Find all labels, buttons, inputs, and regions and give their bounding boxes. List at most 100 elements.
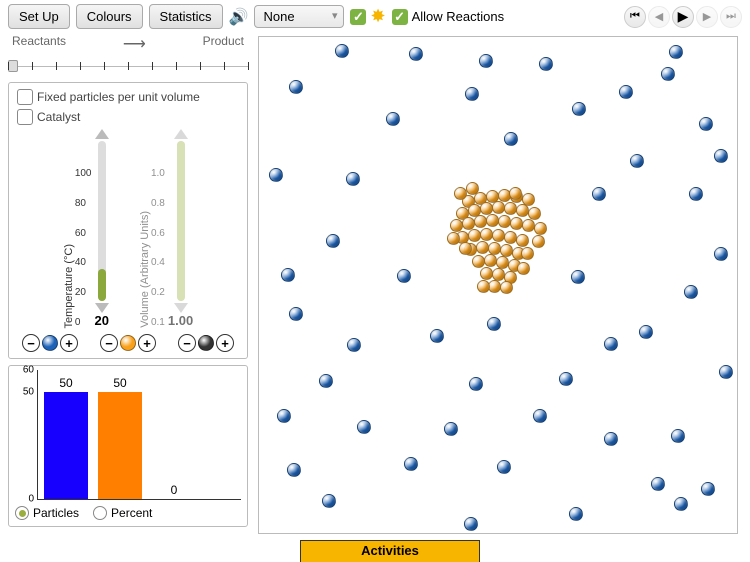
blue-particle — [714, 149, 728, 163]
blue-particle — [719, 365, 733, 379]
bar-1 — [98, 392, 142, 500]
volume-down[interactable] — [174, 303, 188, 313]
setup-button[interactable]: Set Up — [8, 4, 70, 29]
blue-particle — [346, 172, 360, 186]
orange-particle — [516, 204, 529, 217]
blue-particle — [669, 45, 683, 59]
blue-particle — [465, 87, 479, 101]
blue-particle — [487, 317, 501, 331]
orange-particle — [466, 182, 479, 195]
temperature-axis-label: Temperature (°C) — [63, 244, 75, 328]
allow-reactions-toggle[interactable]: ✓ Allow Reactions — [392, 9, 505, 25]
statistics-button[interactable]: Statistics — [149, 4, 223, 29]
blue-particle — [469, 377, 483, 391]
percent-radio-label: Percent — [111, 506, 152, 520]
orange-particle — [510, 217, 523, 230]
percent-radio-dot[interactable] — [93, 506, 107, 520]
particles-radio-dot[interactable] — [15, 506, 29, 520]
temperature-up[interactable] — [95, 129, 109, 139]
blue-particle — [604, 432, 618, 446]
step-back-button[interactable]: ◀ — [648, 6, 670, 28]
chart-panel: 0506050500 Particles Percent — [8, 365, 248, 527]
colours-button[interactable]: Colours — [76, 4, 143, 29]
orange-particle — [459, 242, 472, 255]
spark-checkbox[interactable]: ✓ — [350, 9, 366, 25]
stepper-plus[interactable]: + — [216, 334, 234, 352]
orange-particle — [517, 262, 530, 275]
orange-particle — [522, 219, 535, 232]
spark-toggle[interactable]: ✓ ✸ — [350, 6, 385, 27]
stepper-minus[interactable]: − — [100, 334, 118, 352]
orange-particle — [472, 255, 485, 268]
blue-particle — [277, 409, 291, 423]
blue-particle — [661, 67, 675, 81]
blue-particle — [464, 517, 478, 531]
blue-particle — [404, 457, 418, 471]
orange-particle — [468, 229, 481, 242]
orange-particle — [528, 207, 541, 220]
allow-reactions-checkbox[interactable]: ✓ — [392, 9, 408, 25]
fixed-particles-label: Fixed particles per unit volume — [37, 90, 200, 104]
overlay-select[interactable]: None — [254, 5, 344, 28]
fixed-particles-checkbox[interactable] — [17, 89, 33, 105]
temperature-track[interactable] — [98, 141, 106, 301]
blue-particle — [539, 57, 553, 71]
blue-particle — [497, 460, 511, 474]
volume-up[interactable] — [174, 129, 188, 139]
blue-particle — [409, 47, 423, 61]
stepper-plus[interactable]: + — [138, 334, 156, 352]
fixed-particles-toggle[interactable]: Fixed particles per unit volume — [17, 89, 239, 105]
blue-particle — [444, 422, 458, 436]
volume-track[interactable] — [177, 141, 185, 301]
volume-ticks: 1.00.80.60.40.20.1 — [151, 168, 165, 328]
reaction-slider[interactable] — [8, 56, 248, 74]
stepper-plus[interactable]: + — [60, 334, 78, 352]
stepper-dot — [198, 335, 214, 351]
catalyst-toggle[interactable]: Catalyst — [17, 109, 239, 125]
product-label: Product — [203, 34, 244, 54]
stepper-minus[interactable]: − — [22, 334, 40, 352]
percent-radio[interactable]: Percent — [93, 506, 152, 520]
chart-mode: Particles Percent — [15, 506, 241, 520]
transport: ⏮ ◀ ▶ ▶ ⏭ — [624, 6, 742, 28]
volume-value: 1.00 — [168, 313, 193, 328]
stepper-dot — [120, 335, 136, 351]
blue-particle — [619, 85, 633, 99]
orange-particle — [532, 235, 545, 248]
skip-back-button[interactable]: ⏮ — [624, 6, 646, 28]
blue-particle — [651, 477, 665, 491]
blue-particle — [533, 409, 547, 423]
catalyst-checkbox[interactable] — [17, 109, 33, 125]
temperature-down[interactable] — [95, 303, 109, 313]
overlay-select-value: None — [263, 9, 294, 24]
blue-particle — [289, 307, 303, 321]
step-forward-button[interactable]: ▶ — [696, 6, 718, 28]
blue-particle — [335, 44, 349, 58]
orange-particle — [498, 215, 511, 228]
orange-particle — [516, 234, 529, 247]
blue-particle — [689, 187, 703, 201]
blue-particle — [319, 374, 333, 388]
orange-particle — [484, 254, 497, 267]
activities-button[interactable]: Activities — [300, 540, 480, 562]
bar-label-1: 50 — [98, 376, 142, 390]
blue-particle — [630, 154, 644, 168]
volume-slider: Volume (Arbitrary Units) 1.00.80.60.40.2… — [139, 129, 193, 328]
orange-particle — [534, 222, 547, 235]
temperature-ticks: 100806040200 — [75, 168, 92, 328]
sound-icon[interactable]: 🔊 — [229, 7, 249, 27]
orange-particle — [500, 281, 513, 294]
stepper-minus[interactable]: − — [178, 334, 196, 352]
skip-forward-button[interactable]: ⏭ — [720, 6, 742, 28]
play-button[interactable]: ▶ — [672, 6, 694, 28]
temperature-fill — [98, 269, 106, 301]
bar-chart: 0506050500 — [37, 370, 241, 500]
blue-particle — [569, 507, 583, 521]
blue-particle — [347, 338, 361, 352]
orange-particle — [504, 231, 517, 244]
temperature-value: 20 — [95, 313, 109, 328]
bar-0 — [44, 392, 88, 500]
particles-radio[interactable]: Particles — [15, 506, 79, 520]
orange-particle — [477, 280, 490, 293]
reaction-slider-thumb[interactable] — [8, 60, 18, 72]
